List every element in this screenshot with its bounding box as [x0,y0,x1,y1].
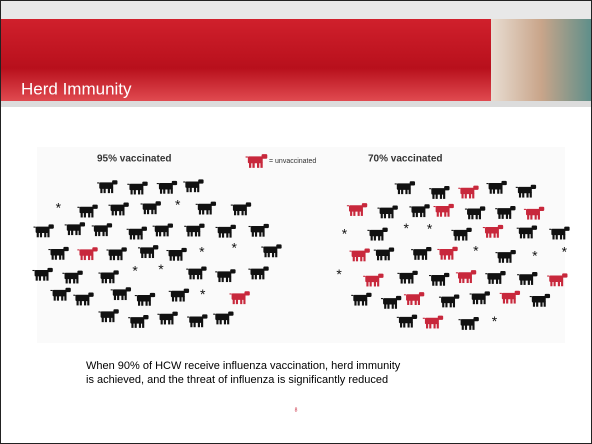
asterisk: * [492,313,498,329]
banner-shadow [1,101,591,107]
asterisk: * [232,240,238,256]
slide-canvas: Herd Immunity 95% vaccinated = unvaccina… [1,1,591,443]
asterisk: * [473,243,479,259]
figure-area [37,147,565,343]
top-strip [1,1,591,19]
asterisk: * [158,261,164,277]
asterisk: * [200,286,206,302]
asterisk: * [336,266,342,282]
asterisk: * [175,197,181,213]
asterisk: * [342,225,348,241]
left-label: 95% vaccinated [97,154,172,165]
asterisk: * [132,262,138,278]
right-label: 70% vaccinated [368,154,443,165]
page-number: 8 [295,407,298,413]
caption-line: When 90% of HCW receive influenza vaccin… [86,360,401,372]
asterisk: * [532,248,538,264]
header-photo [491,19,591,101]
asterisk: * [562,244,568,260]
asterisk: * [199,244,205,260]
legend-label: = unvaccinated [269,158,316,165]
slide-title: Herd Immunity [21,79,132,98]
slide: Herd Immunity 95% vaccinated = unvaccina… [0,0,592,444]
asterisk: * [56,200,62,216]
caption-line: is achieved, and the threat of influenza… [86,374,388,386]
asterisk: * [403,220,409,236]
asterisk: * [427,220,433,236]
